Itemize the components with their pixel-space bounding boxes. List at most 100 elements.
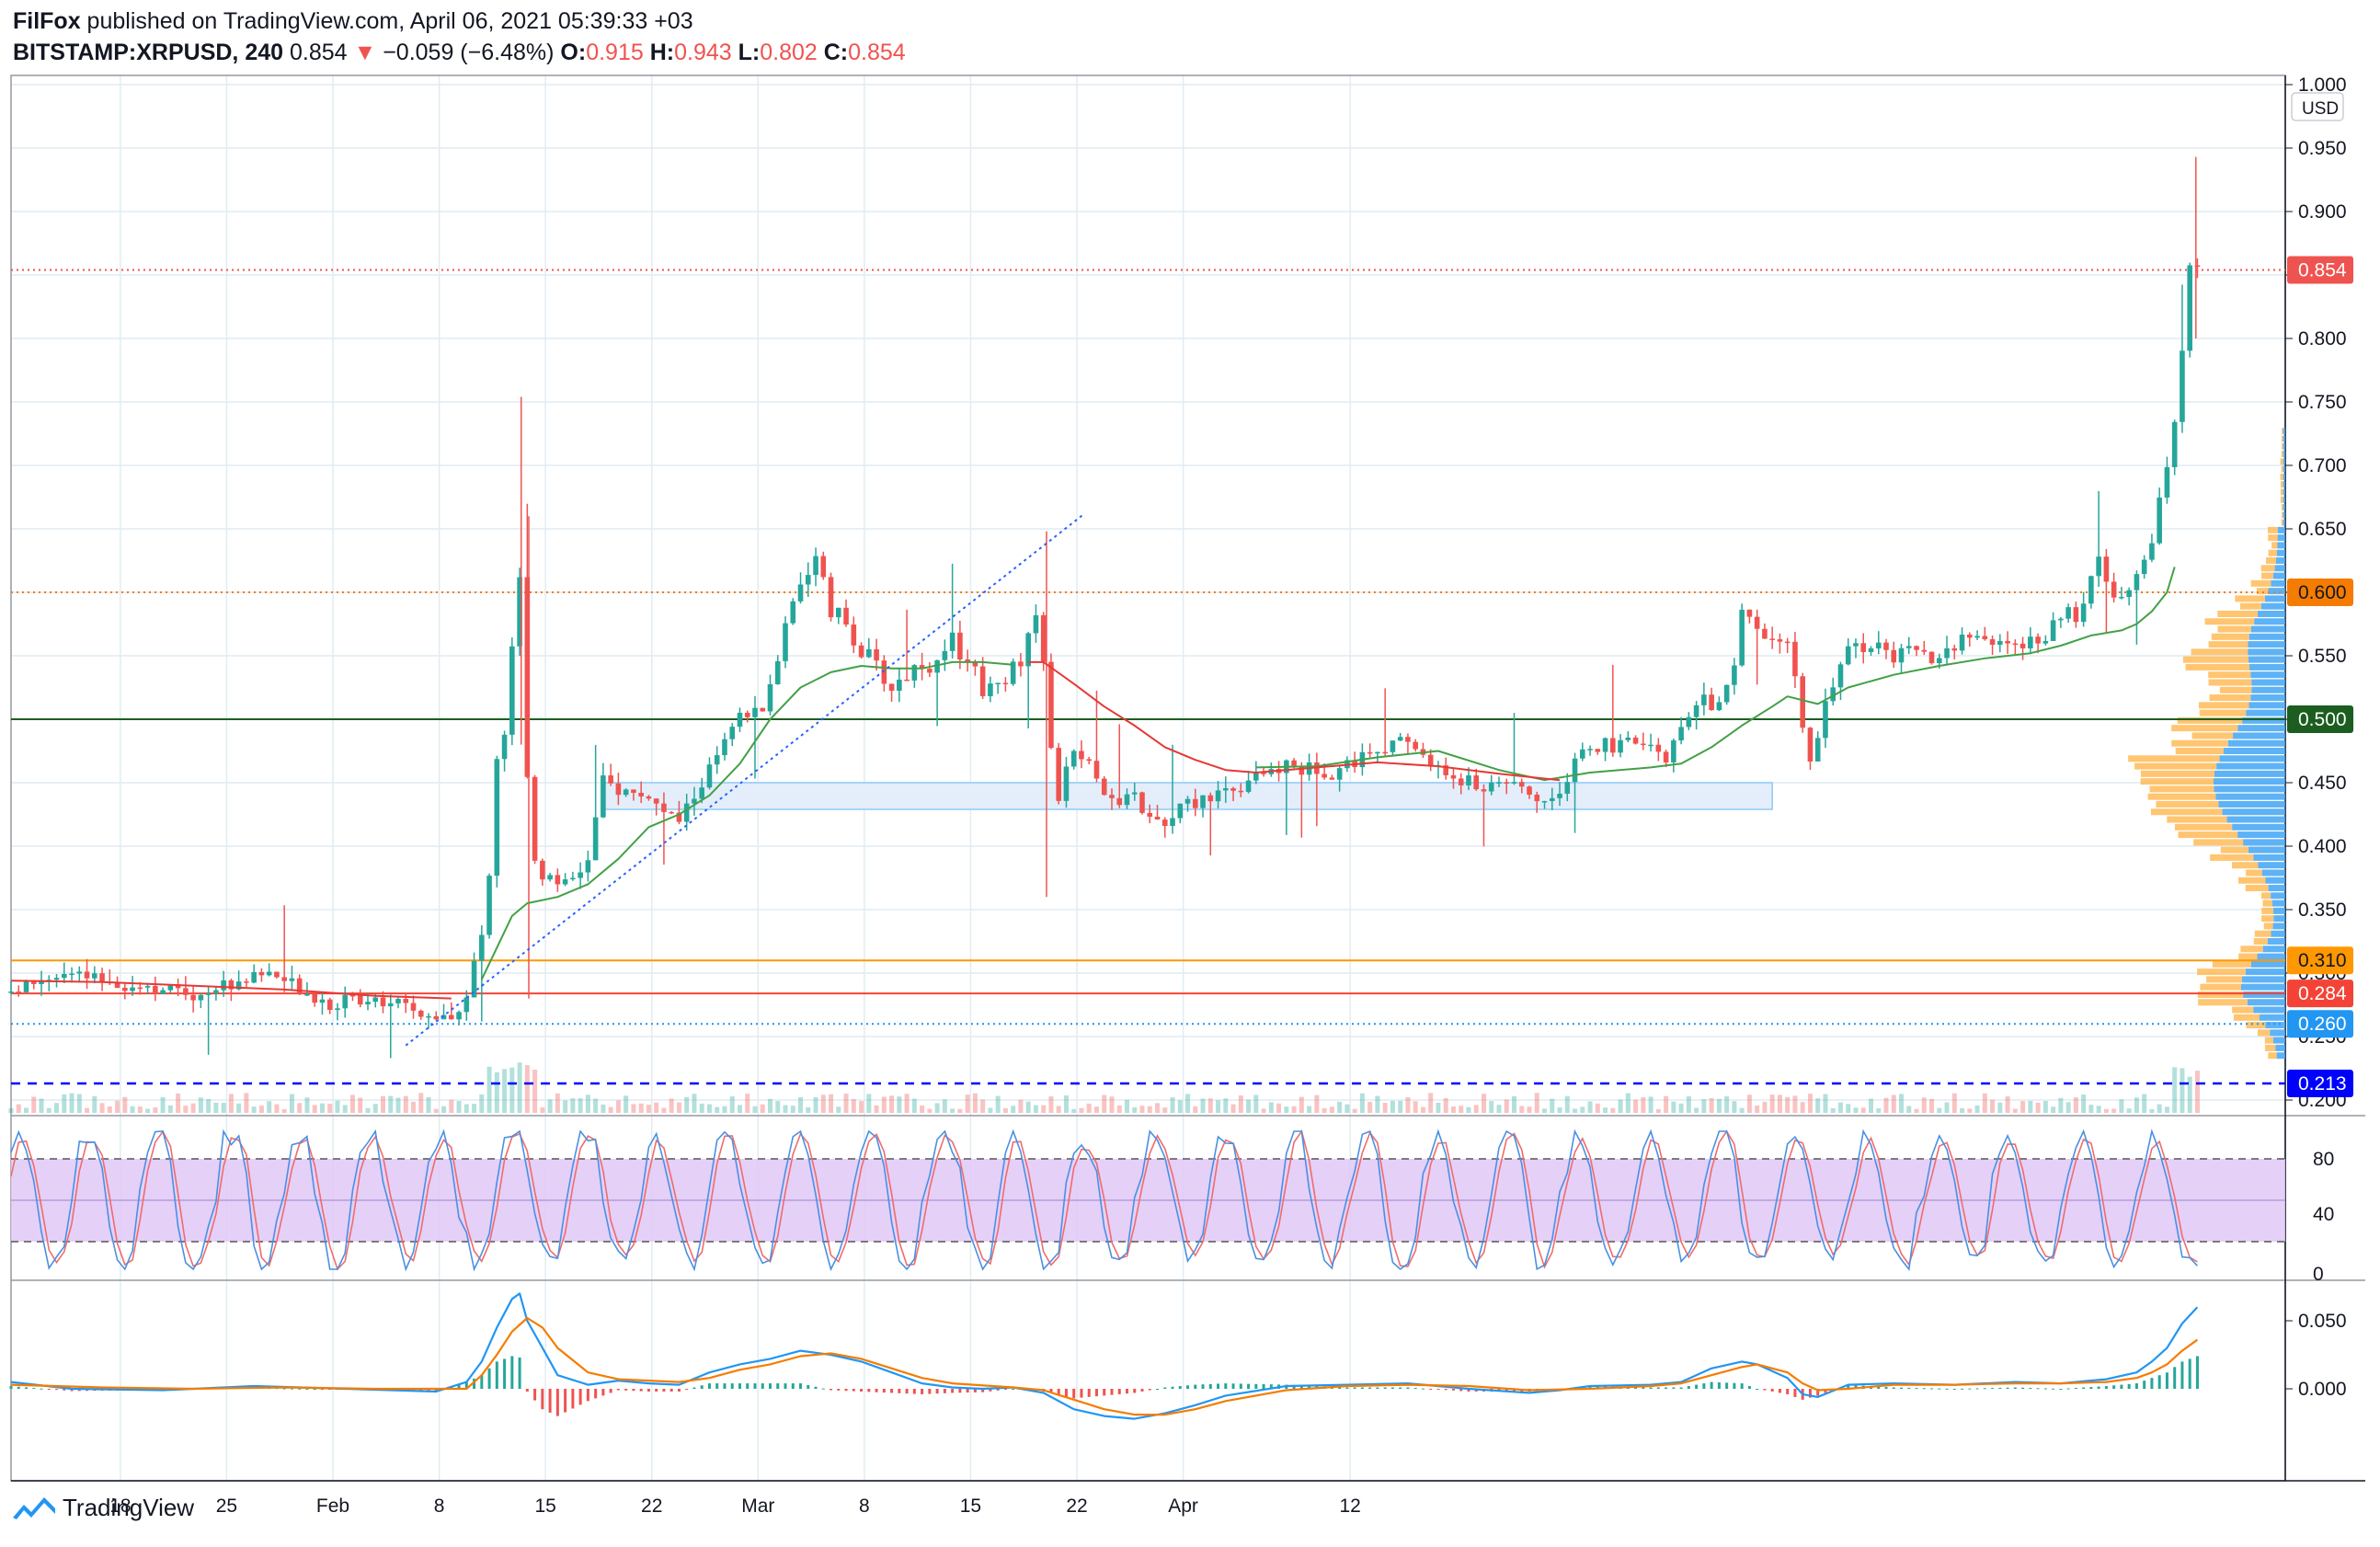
publisher-name[interactable]: FilFox xyxy=(13,8,81,34)
profile-bar-up xyxy=(2251,679,2285,686)
profile-bar-down xyxy=(2261,915,2274,922)
price-tag-bg xyxy=(2287,946,2353,975)
candle-up xyxy=(2028,636,2033,648)
macd-histogram-bar xyxy=(1451,1389,1455,1391)
profile-bar-up xyxy=(2223,748,2285,754)
volume-bar xyxy=(236,1103,242,1113)
profile-bar-down xyxy=(2261,572,2273,579)
volume-bar xyxy=(228,1094,234,1113)
x-tick-label: 25 xyxy=(216,1495,237,1517)
candle-down xyxy=(904,679,910,682)
volume-bar xyxy=(2042,1100,2048,1113)
candle-down xyxy=(1928,651,1935,664)
volume-bar xyxy=(1709,1097,1714,1113)
profile-bar-up xyxy=(2275,1044,2285,1051)
candle-up xyxy=(1223,788,1229,791)
price-tag-0.854: 0.854 xyxy=(2298,259,2347,281)
macd-line xyxy=(10,1292,2199,1420)
candle-up xyxy=(1375,751,1380,754)
profile-bar-down xyxy=(2219,686,2252,693)
y-tick-label: 0.750 xyxy=(2298,392,2347,413)
macd-histogram-bar xyxy=(1459,1389,1463,1392)
macd-histogram-bar xyxy=(928,1389,932,1394)
volume-bar xyxy=(654,1102,659,1113)
macd-histogram-bar xyxy=(799,1383,803,1389)
volume-bar xyxy=(2065,1102,2071,1113)
candle-down xyxy=(1093,761,1100,779)
candle-down xyxy=(1989,639,1996,646)
profile-bar-down xyxy=(2174,823,2233,831)
profile-bar-down xyxy=(2281,451,2283,458)
symbol-label[interactable]: BITSTAMP:XRPUSD, 240 xyxy=(13,40,284,65)
candle-down xyxy=(881,660,887,684)
macd-histogram-bar xyxy=(1247,1383,1251,1389)
macd-histogram-bar xyxy=(510,1356,514,1389)
volume-bar xyxy=(1739,1107,1745,1113)
candle-up xyxy=(1618,739,1623,753)
candle-down xyxy=(1951,647,1958,651)
volume-bar xyxy=(1944,1102,1950,1113)
macd-histogram-bar xyxy=(2188,1358,2191,1389)
currency-box[interactable] xyxy=(2291,92,2344,121)
candle-up xyxy=(1716,702,1722,711)
volume-bar xyxy=(380,1095,385,1113)
candles xyxy=(8,156,2201,1059)
volume-bar xyxy=(706,1104,712,1113)
volume-bar xyxy=(16,1104,21,1113)
macd-histogram-bar xyxy=(1747,1386,1751,1389)
signal-line xyxy=(10,1316,2199,1416)
volume-bar xyxy=(463,1104,469,1113)
candle-down xyxy=(1807,728,1814,762)
volume-bar xyxy=(1792,1095,1798,1113)
macd-histogram-bar xyxy=(1299,1385,1303,1389)
candle-down xyxy=(1161,819,1168,827)
candle-up xyxy=(2088,576,2094,604)
candle-up xyxy=(813,556,818,576)
volume-bar xyxy=(1815,1098,1821,1113)
volume-bar xyxy=(1504,1099,1509,1113)
volume-bar xyxy=(335,1100,340,1113)
macd-histogram-bar xyxy=(1194,1384,1197,1389)
macd-histogram-bar xyxy=(1406,1387,1410,1389)
candle-up xyxy=(2171,421,2178,467)
macd-histogram-bar xyxy=(1877,1386,1881,1389)
candle-up xyxy=(1025,633,1031,667)
volume-bar xyxy=(1079,1107,1084,1113)
candle-up xyxy=(463,997,470,1013)
candle-up xyxy=(1466,775,1471,785)
candle-up xyxy=(1170,818,1175,827)
profile-bar-up xyxy=(2283,481,2285,488)
volume-bar xyxy=(2187,1076,2192,1113)
macd-histogram-bar xyxy=(1383,1387,1387,1389)
macd-histogram-bar xyxy=(63,1389,66,1391)
macd-histogram-bar xyxy=(958,1389,962,1393)
profile-bar-down xyxy=(2167,816,2227,823)
candle-up xyxy=(1572,758,1578,783)
profile-bar-down xyxy=(2260,565,2275,572)
volume-bar xyxy=(456,1101,462,1113)
candle-down xyxy=(1367,751,1373,754)
stoch-rsi-pane xyxy=(10,1129,2285,1272)
trendline[interactable] xyxy=(405,512,1085,1047)
volume-bar xyxy=(1716,1098,1722,1113)
volume-bar xyxy=(866,1094,872,1113)
profile-bar-up xyxy=(2273,907,2285,914)
profile-bar-up xyxy=(2247,999,2285,1006)
volume-bar xyxy=(1284,1106,1289,1113)
macd-histogram-bar xyxy=(1178,1386,1182,1389)
volume-bar xyxy=(1390,1100,1395,1113)
volume-bar xyxy=(1246,1099,1252,1113)
horizontal-levels[interactable] xyxy=(11,269,2285,1085)
volume-bar xyxy=(524,1065,530,1113)
macd-histogram-bar xyxy=(1308,1385,1311,1389)
volume-bar xyxy=(1511,1095,1516,1113)
candle-up xyxy=(441,1014,447,1020)
candle-up xyxy=(372,997,379,1003)
blue-trendline[interactable] xyxy=(405,512,1085,1047)
candle-down xyxy=(1754,616,1760,629)
footer[interactable]: TradingView xyxy=(13,1494,194,1522)
profile-bar-up xyxy=(2265,877,2285,884)
candle-down xyxy=(2073,607,2079,623)
macd-histogram-bar xyxy=(2074,1388,2077,1390)
